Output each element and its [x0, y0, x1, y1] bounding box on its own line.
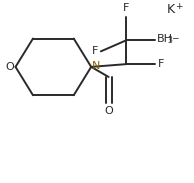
Text: O: O — [104, 106, 113, 116]
Text: −: − — [171, 34, 179, 43]
Text: O: O — [6, 62, 15, 72]
Text: K: K — [167, 3, 175, 16]
Text: BH: BH — [157, 34, 173, 44]
Text: 3: 3 — [168, 36, 173, 45]
Text: F: F — [158, 59, 165, 69]
Text: +: + — [175, 2, 182, 11]
Text: N: N — [92, 61, 100, 71]
Text: F: F — [123, 3, 129, 13]
Text: F: F — [92, 46, 98, 56]
